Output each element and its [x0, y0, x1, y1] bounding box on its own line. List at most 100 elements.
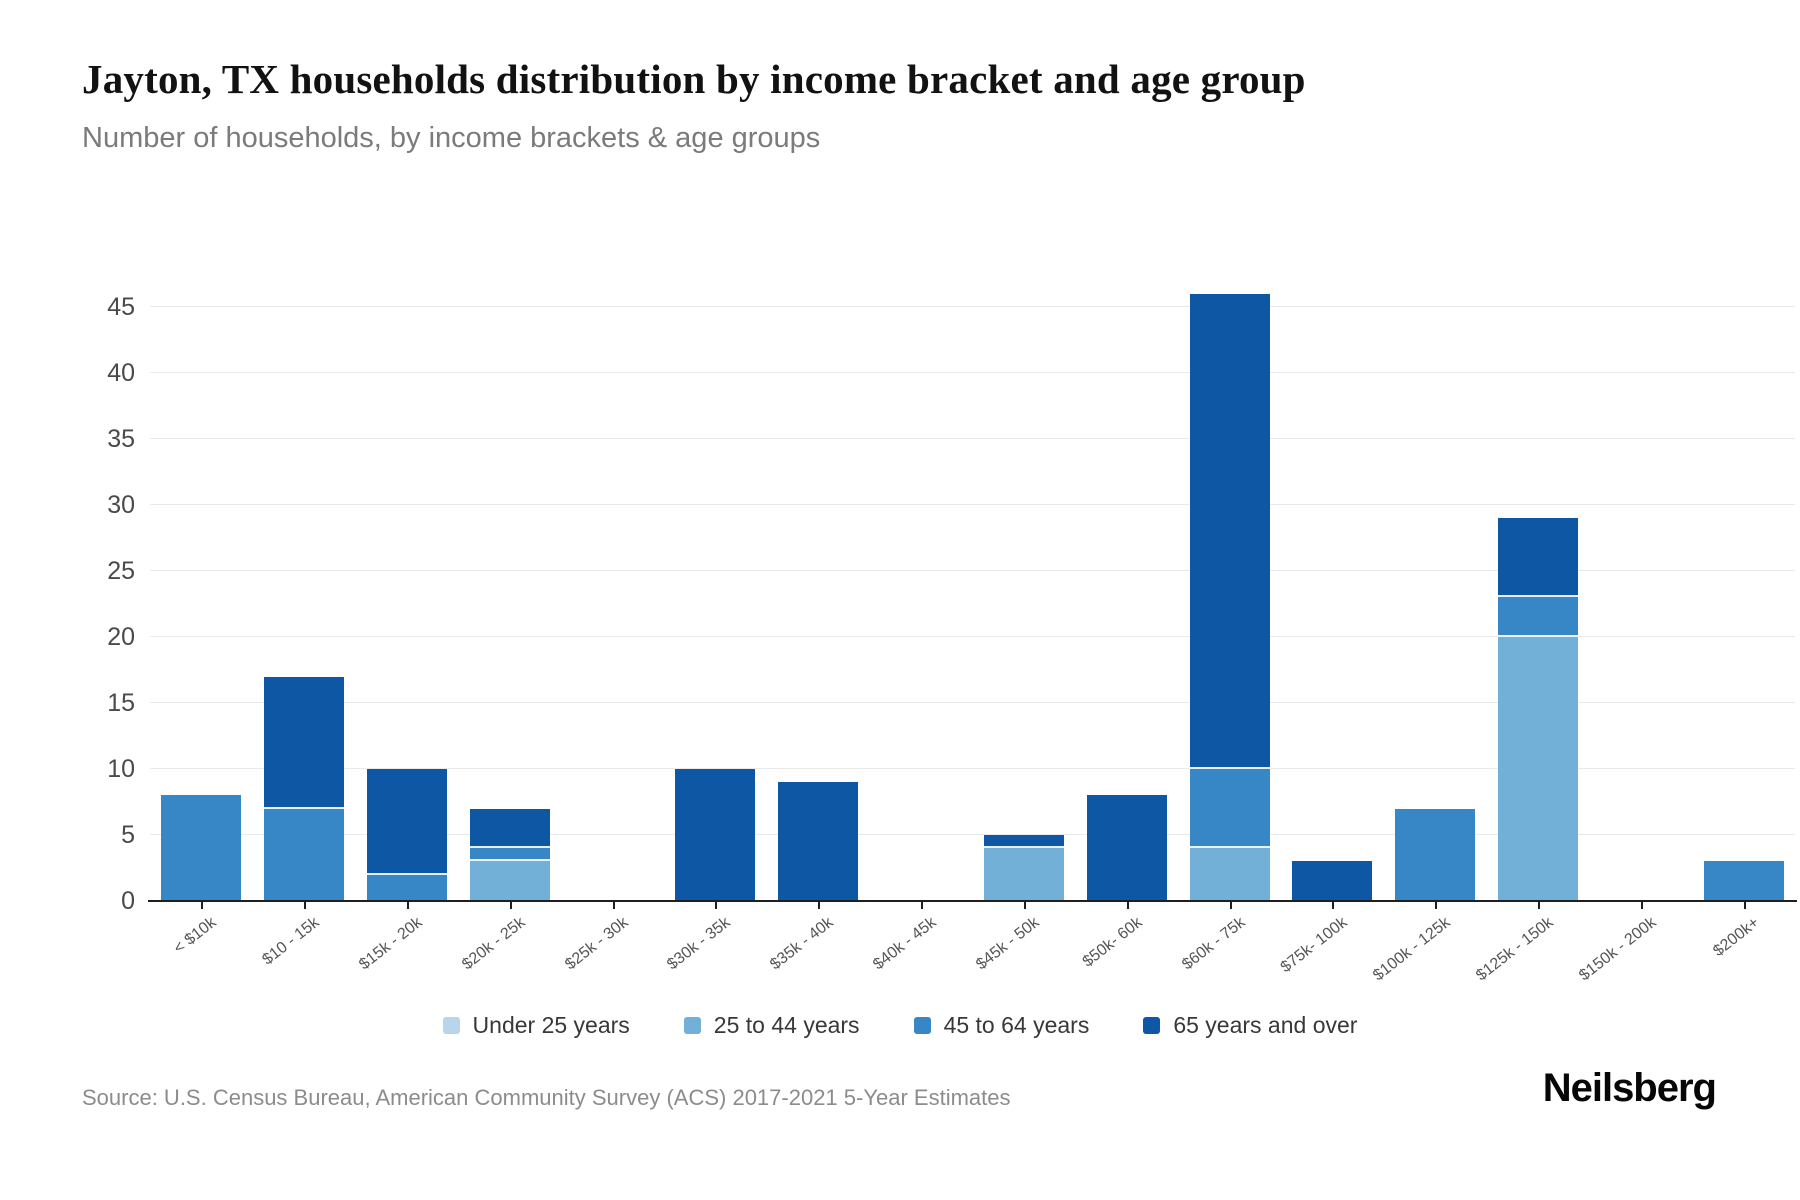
- bar-segment[interactable]: [1189, 769, 1270, 849]
- bar-group: [870, 307, 973, 901]
- bar-segment[interactable]: [1497, 597, 1578, 637]
- bar-segment[interactable]: [1497, 518, 1578, 598]
- x-tick: [304, 902, 307, 909]
- gridline-15: [150, 702, 1795, 703]
- x-tick-label: $200k+: [1709, 914, 1763, 960]
- x-tick-label: $40k - 45k: [870, 914, 940, 974]
- stacked-bar: [1395, 808, 1476, 901]
- bar-segment[interactable]: [1703, 861, 1784, 901]
- bar-group: [150, 307, 253, 901]
- bar-segment[interactable]: [264, 676, 345, 809]
- bar-group: [1487, 307, 1590, 901]
- y-tick-label-0: 0: [121, 887, 135, 915]
- legend-label: 25 to 44 years: [713, 1012, 860, 1038]
- x-tick: [715, 902, 718, 909]
- x-tick-label: $45k - 50k: [973, 914, 1043, 974]
- page-title: Jayton, TX households distribution by in…: [82, 56, 1306, 102]
- x-tick: [407, 902, 410, 909]
- bar-segment[interactable]: [1497, 637, 1578, 901]
- x-tick: [1332, 902, 1335, 909]
- stacked-bar: [1086, 795, 1167, 901]
- bar-segment[interactable]: [1292, 861, 1373, 901]
- bar-segment[interactable]: [469, 808, 550, 849]
- x-tick-label: $50k- 60k: [1079, 914, 1146, 971]
- stacked-bar: [367, 769, 448, 901]
- stacked-bar: [1497, 518, 1578, 901]
- stacked-bar: [1189, 293, 1270, 901]
- x-tick: [612, 902, 615, 909]
- bar-group: [1075, 307, 1178, 901]
- x-tick-label: $35k - 40k: [767, 914, 837, 974]
- legend-item[interactable]: 25 to 44 years: [683, 1012, 860, 1039]
- legend-item[interactable]: 65 years and over: [1143, 1012, 1357, 1039]
- gridline-20: [150, 636, 1795, 637]
- bar-segment[interactable]: [983, 848, 1064, 901]
- y-tick-label-20: 20: [107, 623, 135, 651]
- legend: Under 25 years 25 to 44 years 45 to 64 yea…: [0, 1012, 1800, 1039]
- bar-group: [561, 307, 664, 901]
- bar-group: [1384, 307, 1487, 901]
- x-tick: [509, 902, 512, 909]
- bar-segment[interactable]: [367, 874, 448, 901]
- y-tick-label-5: 5: [121, 821, 135, 849]
- bar-segment[interactable]: [367, 769, 448, 875]
- x-tick: [1537, 902, 1540, 909]
- y-tick-label-10: 10: [107, 755, 135, 783]
- x-tick: [1126, 902, 1129, 909]
- x-tick-label: $60k - 75k: [1178, 914, 1248, 974]
- bar-segment[interactable]: [161, 795, 242, 901]
- bar-group: [767, 307, 870, 901]
- stacked-bar: [983, 835, 1064, 901]
- bar-group: [1178, 293, 1281, 901]
- y-tick-label-25: 25: [107, 557, 135, 585]
- bar-segment[interactable]: [1395, 808, 1476, 901]
- stacked-bar: [1292, 861, 1373, 901]
- y-tick-label-35: 35: [107, 425, 135, 453]
- y-tick-label-45: 45: [107, 293, 135, 321]
- x-tick: [1435, 902, 1438, 909]
- stacked-bar: [778, 782, 859, 901]
- bar-group: [458, 307, 561, 901]
- y-tick-label-15: 15: [107, 689, 135, 717]
- bar-group: [973, 307, 1076, 901]
- bar-segment[interactable]: [983, 835, 1064, 849]
- x-tick-label: $150k - 200k: [1575, 914, 1660, 985]
- x-tick-label: $30k - 35k: [664, 914, 734, 974]
- page-subtitle: Number of households, by income brackets…: [82, 122, 821, 154]
- stacked-bar: [469, 808, 550, 901]
- legend-swatch-icon: [442, 1017, 460, 1034]
- gridline-5: [150, 834, 1795, 835]
- bar-group: [1692, 307, 1795, 901]
- bar-segment[interactable]: [778, 782, 859, 901]
- bar-segment[interactable]: [1189, 848, 1270, 901]
- bar-segment[interactable]: [469, 848, 550, 862]
- x-axis-line: [148, 900, 1797, 902]
- gridline-30: [150, 504, 1795, 505]
- x-tick-label: $15k - 20k: [356, 914, 426, 974]
- legend-label: 45 to 64 years: [943, 1012, 1090, 1038]
- x-tick-label: $125k - 150k: [1473, 914, 1557, 985]
- stacked-bar: [161, 795, 242, 901]
- bar-segment[interactable]: [1189, 293, 1270, 770]
- bar-segment[interactable]: [675, 769, 756, 901]
- bar-segment[interactable]: [1086, 795, 1167, 901]
- legend-item[interactable]: Under 25 years: [442, 1012, 630, 1039]
- x-tick-label: $100k - 125k: [1370, 914, 1454, 985]
- legend-item[interactable]: 45 to 64 years: [913, 1012, 1090, 1039]
- brand-logo: Neilsberg: [1542, 1066, 1717, 1110]
- stacked-bar: [675, 769, 756, 901]
- gridline-40: [150, 372, 1795, 373]
- x-tick: [1023, 902, 1026, 909]
- x-tick: [201, 902, 204, 909]
- x-tick-label: $75k- 100k: [1277, 914, 1351, 977]
- y-tick-label-40: 40: [107, 359, 135, 387]
- bar-segment[interactable]: [469, 861, 550, 901]
- bar-segment[interactable]: [264, 808, 345, 901]
- x-tick-label: $25k - 30k: [561, 914, 632, 974]
- bar-group: [664, 307, 767, 901]
- stacked-bar: [264, 676, 345, 901]
- bar-group: [356, 307, 459, 901]
- x-tick: [921, 902, 924, 909]
- legend-swatch-icon: [913, 1017, 931, 1034]
